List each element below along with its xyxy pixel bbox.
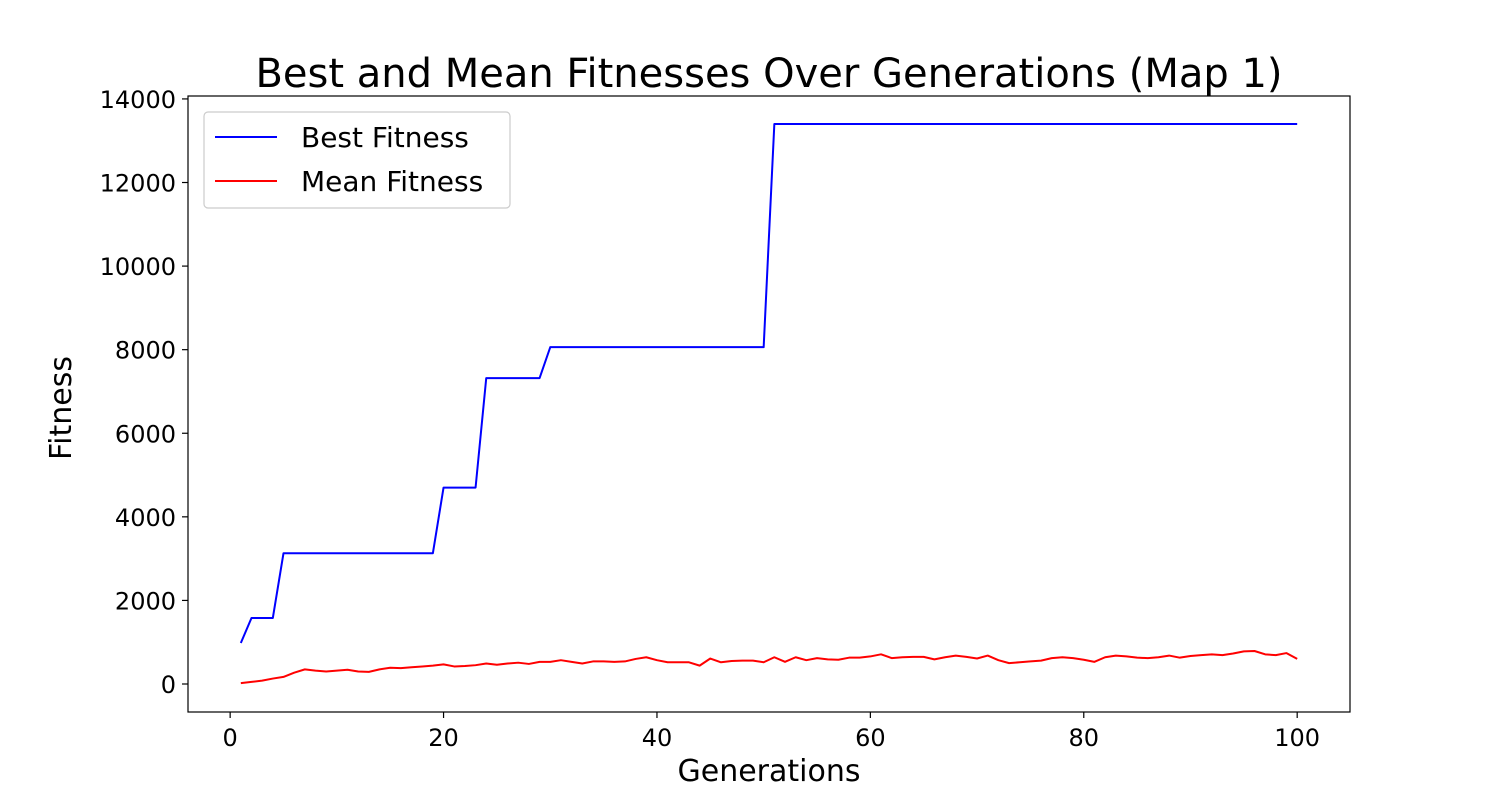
y-axis-ticks: 0 2000 4000 6000 8000 10000 12000 14000: [100, 86, 188, 699]
legend: Best Fitness Mean Fitness: [203, 111, 511, 209]
y-tick-label: 6000: [115, 420, 176, 448]
x-tick-label: 100: [1274, 724, 1320, 752]
y-tick-label: 0: [161, 671, 176, 699]
y-tick-label: 12000: [100, 170, 176, 198]
legend-label-mean: Mean Fitness: [301, 165, 483, 198]
y-tick-label: 2000: [115, 587, 176, 615]
y-tick-label: 8000: [115, 337, 176, 365]
chart-title: Best and Mean Fitnesses Over Generations…: [255, 51, 1282, 97]
y-tick-label: 14000: [100, 86, 176, 114]
legend-box: [203, 111, 511, 209]
y-axis-title: Fitness: [44, 356, 79, 460]
y-tick-label: 4000: [115, 504, 176, 532]
plot-frame: [187, 95, 1351, 713]
series-line-best-fitness: [239, 123, 1298, 644]
y-tick-label: 10000: [100, 253, 176, 281]
x-tick-label: 60: [855, 724, 886, 752]
x-tick-label: 40: [642, 724, 673, 752]
x-axis-ticks: 0 20 40 60 80 100: [223, 712, 1320, 752]
x-tick-label: 80: [1069, 724, 1100, 752]
x-tick-label: 0: [223, 724, 238, 752]
x-axis-title: Generations: [678, 754, 861, 789]
series-layer: [239, 123, 1298, 685]
x-tick-label: 20: [428, 724, 459, 752]
legend-label-best: Best Fitness: [301, 121, 469, 154]
series-line-mean-fitness: [240, 649, 1298, 685]
